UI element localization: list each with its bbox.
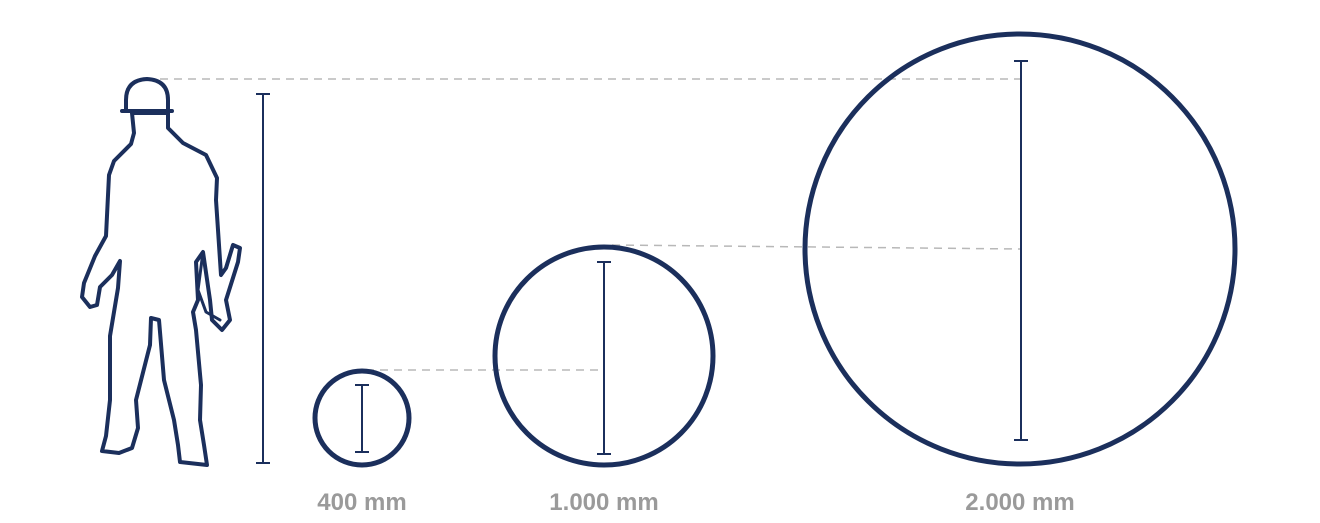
pipe-400mm-circle xyxy=(312,368,412,468)
pipe-400mm-label: 400 mm xyxy=(317,489,406,516)
pipe-400mm-dimension xyxy=(355,384,369,453)
pipe-1000mm: 1.000 mm xyxy=(492,244,716,516)
pipe-400mm: 400 mm xyxy=(312,368,412,516)
worker-height-dimension xyxy=(256,93,270,464)
pipe-2000mm-circle xyxy=(802,31,1238,467)
pipe-1000mm-dimension xyxy=(597,261,611,455)
pipe-2000mm: 2.000 mm xyxy=(802,31,1238,516)
pipe-2000mm-dimension xyxy=(1014,60,1028,441)
pipe-1000mm-circle xyxy=(492,244,716,468)
worker-figure-icon xyxy=(80,77,242,467)
large-circle-reference-line xyxy=(611,244,1021,250)
pipe-2000mm-label: 2.000 mm xyxy=(965,489,1074,516)
pipe-1000mm-label: 1.000 mm xyxy=(549,489,658,516)
